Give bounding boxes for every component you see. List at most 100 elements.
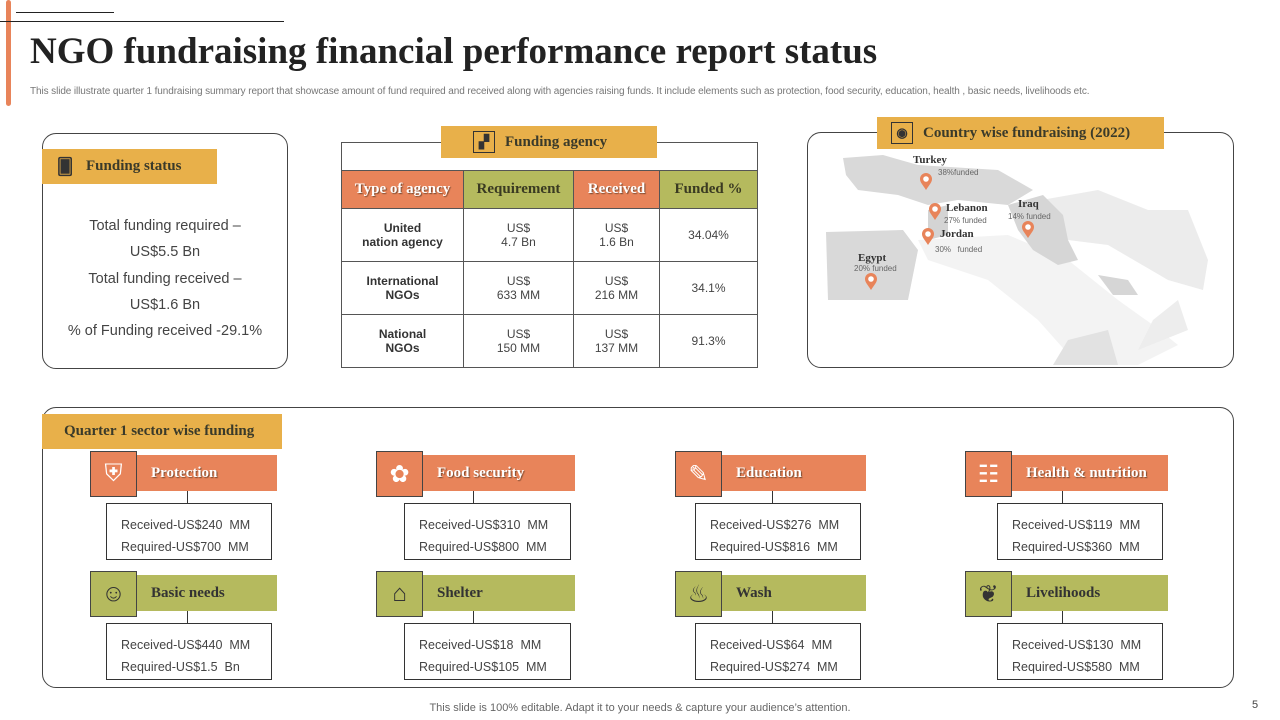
- cell-type: United nation agency: [341, 208, 464, 262]
- sector-detail-box: Received-US$119 MM Required-US$360 MM: [997, 503, 1163, 560]
- decor-line: [16, 12, 114, 13]
- cell-funded: 34.1%: [659, 261, 758, 315]
- agency-icon: ▞: [473, 131, 495, 153]
- food-icon: ✿: [376, 451, 423, 497]
- clipboard-icon: ☷: [965, 451, 1012, 497]
- status-line: % of Funding received -29.1%: [67, 323, 263, 339]
- required-value: Required-US$700 MM: [121, 540, 249, 554]
- sector-detail-box: Received-US$18 MM Required-US$105 MM: [404, 623, 571, 680]
- country-funded: 14% funded: [1008, 212, 1051, 221]
- page-number: 5: [1252, 699, 1259, 711]
- col-header: Funded %: [659, 170, 758, 209]
- sector-detail-box: Received-US$276 MM Required-US$816 MM: [695, 503, 861, 560]
- country-funded: 38%funded: [938, 168, 979, 177]
- received-value: Received-US$276 MM: [710, 518, 840, 532]
- funding-agency-tag: ▞ Funding agency: [441, 126, 657, 158]
- decor-line: [0, 21, 284, 22]
- map-pin-icon: [865, 273, 877, 296]
- connector: [772, 611, 773, 623]
- country-funded: 27% funded: [944, 216, 987, 225]
- country-name: Jordan: [940, 228, 974, 240]
- cell-requirement: US$ 150 MM: [463, 314, 574, 368]
- sector-title-2: Education: [722, 455, 866, 491]
- col-header: Requirement: [463, 170, 574, 209]
- footer-text: This slide is 100% editable. Adapt it to…: [429, 702, 851, 714]
- cell-type: International NGOs: [341, 261, 464, 315]
- funding-agency-table: Type of agency Requirement Received Fund…: [341, 170, 758, 368]
- col-header: Type of agency: [341, 170, 464, 209]
- middle-east-map: [826, 155, 1208, 365]
- status-line: Total funding required –: [89, 218, 241, 234]
- country-funded: 30% funded: [935, 245, 983, 254]
- page-title: NGO fundraising financial performance re…: [30, 31, 878, 72]
- country-name: Iraq: [1018, 198, 1039, 210]
- sector-detail-box: Received-US$64 MM Required-US$274 MM: [695, 623, 861, 680]
- connector: [473, 611, 474, 623]
- cell-funded: 34.04%: [659, 208, 758, 262]
- funding-agency-label: Funding agency: [505, 133, 608, 150]
- received-value: Received-US$18 MM: [419, 638, 542, 652]
- sector-title-5: Shelter: [423, 575, 575, 611]
- plant-money-icon: ❦: [965, 571, 1012, 617]
- cell-type: National NGOs: [341, 314, 464, 368]
- sector-title-6: Wash: [722, 575, 866, 611]
- status-line: US$1.6 Bn: [129, 297, 201, 313]
- required-value: Required-US$105 MM: [419, 660, 547, 674]
- country-name: Egypt: [858, 252, 887, 264]
- table-row: National NGOs US$ 150 MM US$ 137 MM 91.3%: [341, 314, 758, 368]
- received-value: Received-US$310 MM: [419, 518, 549, 532]
- country-name: Lebanon: [946, 202, 988, 214]
- sector-title-3: Health & nutrition: [1012, 455, 1168, 491]
- sector-tag: Quarter 1 sector wise funding: [42, 414, 282, 449]
- hand-money-icon: 🂠: [56, 158, 74, 176]
- sector-title-4: Basic needs: [137, 575, 277, 611]
- washing-icon: ♨: [675, 571, 722, 617]
- table-row: United nation agency US$ 4.7 Bn US$ 1.6 Bn…: [341, 208, 758, 262]
- map-pin-icon: [920, 173, 932, 196]
- cell-funded: 91.3%: [659, 314, 758, 368]
- sector-detail-box: Received-US$130 MM Required-US$580 MM: [997, 623, 1163, 680]
- accent-bar: [6, 0, 11, 106]
- country-name: Turkey: [913, 154, 947, 166]
- required-value: Required-US$580 MM: [1012, 660, 1140, 674]
- connector: [187, 611, 188, 623]
- house-icon: ⌂: [376, 571, 423, 617]
- globe-icon: ◉: [891, 122, 913, 144]
- status-line: Total funding received –: [88, 271, 242, 287]
- country-tag: ◉ Country wise fundraising (2022): [877, 117, 1164, 149]
- connector: [187, 491, 188, 503]
- sector-title-7: Livelihoods: [1012, 575, 1168, 611]
- shield-icon: ⛨: [90, 451, 137, 497]
- sector-detail-box: Received-US$310 MM Required-US$800 MM: [404, 503, 571, 560]
- teacher-icon: ✎: [675, 451, 722, 497]
- page-subtitle: This slide illustrate quarter 1 fundrais…: [30, 86, 1090, 97]
- cell-received: US$ 216 MM: [573, 261, 660, 315]
- map-pin-icon: [1022, 221, 1034, 244]
- funding-status-label: Funding status: [86, 158, 182, 174]
- received-value: Received-US$240 MM: [121, 518, 251, 532]
- sector-detail-box: Received-US$240 MM Required-US$700 MM: [106, 503, 272, 560]
- table-row: International NGOs US$ 633 MM US$ 216 MM 34…: [341, 261, 758, 315]
- required-value: Required-US$800 MM: [419, 540, 547, 554]
- required-value: Required-US$274 MM: [710, 660, 838, 674]
- col-header: Received: [573, 170, 660, 209]
- sector-detail-box: Received-US$440 MM Required-US$1.5 Bn: [106, 623, 272, 680]
- cell-requirement: US$ 633 MM: [463, 261, 574, 315]
- country-funded: 20% funded: [854, 264, 897, 273]
- received-value: Received-US$440 MM: [121, 638, 251, 652]
- map-pin-icon: [929, 203, 941, 226]
- required-value: Required-US$360 MM: [1012, 540, 1140, 554]
- cell-received: US$ 137 MM: [573, 314, 660, 368]
- cell-received: US$ 1.6 Bn: [573, 208, 660, 262]
- status-line: US$5.5 Bn: [129, 244, 201, 260]
- sector-title-1: Food security: [423, 455, 575, 491]
- map-pin-icon: [922, 228, 934, 251]
- received-value: Received-US$130 MM: [1012, 638, 1142, 652]
- received-value: Received-US$64 MM: [710, 638, 833, 652]
- connector: [1062, 611, 1063, 623]
- community-icon: ☺: [90, 571, 137, 617]
- country-label: Country wise fundraising (2022): [923, 124, 1131, 141]
- connector: [772, 491, 773, 503]
- required-value: Required-US$1.5 Bn: [121, 660, 240, 674]
- cell-requirement: US$ 4.7 Bn: [463, 208, 574, 262]
